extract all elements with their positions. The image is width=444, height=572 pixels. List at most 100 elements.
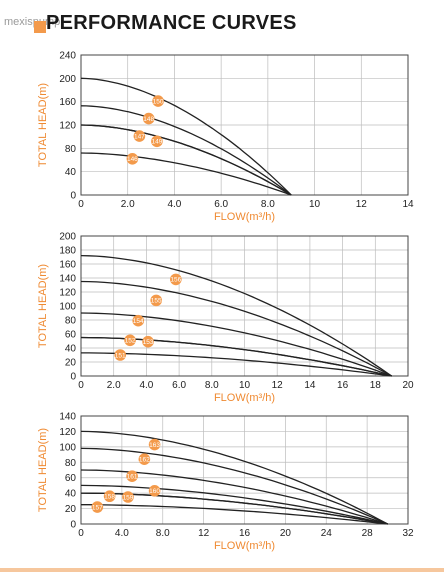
x-tick-label: 0 — [78, 528, 84, 539]
y-tick-label: 40 — [65, 489, 77, 500]
series-label: 148 — [143, 116, 154, 123]
plot-frame — [80, 235, 409, 377]
x-tick-label: 6.0 — [172, 380, 186, 391]
y-tick-label: 100 — [59, 302, 76, 313]
y-tick-label: 140 — [59, 274, 76, 285]
series-label: 155 — [151, 298, 162, 305]
series-label-badge — [126, 153, 139, 165]
series-line — [81, 504, 388, 525]
series-label: 147 — [134, 133, 145, 140]
x-tick-label: 14 — [402, 199, 414, 210]
series-line — [80, 105, 292, 196]
series-label-badge — [91, 501, 104, 513]
x-tick-label: 4.0 — [115, 528, 129, 539]
x-tick-label: 28 — [362, 528, 374, 539]
series-label-badge — [148, 485, 161, 497]
series-label: 146 — [127, 156, 138, 163]
title-bullet — [34, 21, 46, 33]
series-line — [80, 77, 292, 196]
series-line — [80, 484, 388, 525]
series-label-badge — [148, 438, 161, 451]
y-tick-label: 0 — [70, 191, 76, 202]
series-label: 149 — [151, 139, 162, 146]
series-label: 153 — [143, 339, 154, 346]
y-axis-title: TOTAL HEAD(m) — [37, 428, 49, 512]
x-axis-title: FLOW(m³/h) — [214, 540, 275, 552]
x-tick-label: 24 — [321, 528, 333, 539]
series-label-badge — [114, 349, 127, 361]
x-tick-label: 2.0 — [121, 199, 135, 210]
y-tick-label: 200 — [59, 232, 76, 243]
x-tick-label: 2.0 — [107, 380, 121, 391]
series-label-badge — [138, 453, 151, 466]
x-tick-label: 0 — [78, 380, 84, 391]
x-tick-label: 16 — [337, 380, 349, 391]
series-line — [80, 312, 392, 377]
series-label: 160 — [149, 488, 160, 495]
series-label: 157 — [92, 504, 103, 511]
series-label: 158 — [104, 494, 115, 501]
series-label-badge — [103, 490, 116, 503]
series-label-badge — [133, 130, 146, 142]
x-tick-label: 10 — [239, 380, 251, 391]
x-tick-label: 12 — [356, 199, 368, 210]
series-line — [80, 447, 388, 525]
y-tick-label: 140 — [59, 412, 76, 423]
series-label: 159 — [123, 494, 134, 501]
series-label-badge — [122, 491, 134, 503]
x-tick-label: 4.0 — [139, 380, 153, 391]
y-tick-label: 120 — [59, 427, 76, 438]
x-axis-title: FLOW(m³/h) — [214, 392, 275, 404]
series-label-badge — [150, 294, 163, 307]
series-label-badge — [124, 334, 136, 347]
y-tick-label: 80 — [65, 316, 77, 327]
y-tick-label: 160 — [59, 97, 76, 108]
series-label: 163 — [149, 442, 160, 449]
y-tick-label: 0 — [70, 520, 76, 531]
series-line — [80, 254, 392, 377]
y-tick-label: 60 — [65, 330, 77, 341]
x-tick-label: 12 — [198, 528, 210, 539]
series-line — [81, 352, 392, 377]
series-label: 154 — [133, 318, 144, 325]
y-axis-title: TOTAL HEAD(m) — [37, 83, 49, 167]
y-tick-label: 120 — [59, 288, 76, 299]
series-label: 150 — [153, 98, 164, 105]
x-tick-label: 32 — [402, 528, 414, 539]
y-tick-label: 80 — [65, 144, 77, 155]
x-tick-label: 8.0 — [156, 528, 170, 539]
series-line — [80, 124, 292, 196]
y-tick-label: 160 — [59, 260, 76, 271]
y-tick-label: 200 — [59, 74, 76, 85]
x-tick-label: 10 — [309, 199, 321, 210]
page-title: PERFORMANCE CURVES — [46, 12, 297, 34]
x-tick-label: 4.0 — [167, 199, 181, 210]
x-tick-label: 12 — [272, 380, 284, 391]
series-label-badge — [126, 470, 138, 482]
y-tick-label: 40 — [65, 344, 77, 355]
watermark: mexispump — [4, 16, 61, 28]
y-tick-label: 240 — [59, 51, 76, 62]
x-tick-label: 6.0 — [214, 199, 228, 210]
y-tick-label: 20 — [65, 504, 77, 515]
x-axis-title: FLOW(m³/h) — [214, 211, 275, 223]
y-tick-label: 80 — [65, 458, 77, 469]
y-tick-label: 180 — [59, 246, 76, 257]
y-tick-label: 60 — [65, 473, 77, 484]
y-tick-label: 0 — [70, 372, 76, 383]
series-label: 156 — [170, 277, 181, 284]
series-label-badge — [170, 273, 182, 286]
y-tick-label: 100 — [59, 442, 76, 453]
series-label-badge — [142, 112, 155, 125]
series-label-badge — [132, 314, 145, 327]
y-tick-label: 40 — [65, 167, 77, 178]
y-tick-label: 120 — [59, 121, 76, 132]
x-tick-label: 14 — [304, 380, 316, 391]
y-tick-label: 20 — [65, 358, 77, 369]
x-tick-label: 16 — [239, 528, 251, 539]
series-label-badge — [151, 135, 163, 148]
series-line — [80, 280, 392, 377]
series-label-badge — [142, 335, 154, 348]
x-tick-label: 20 — [280, 528, 292, 539]
